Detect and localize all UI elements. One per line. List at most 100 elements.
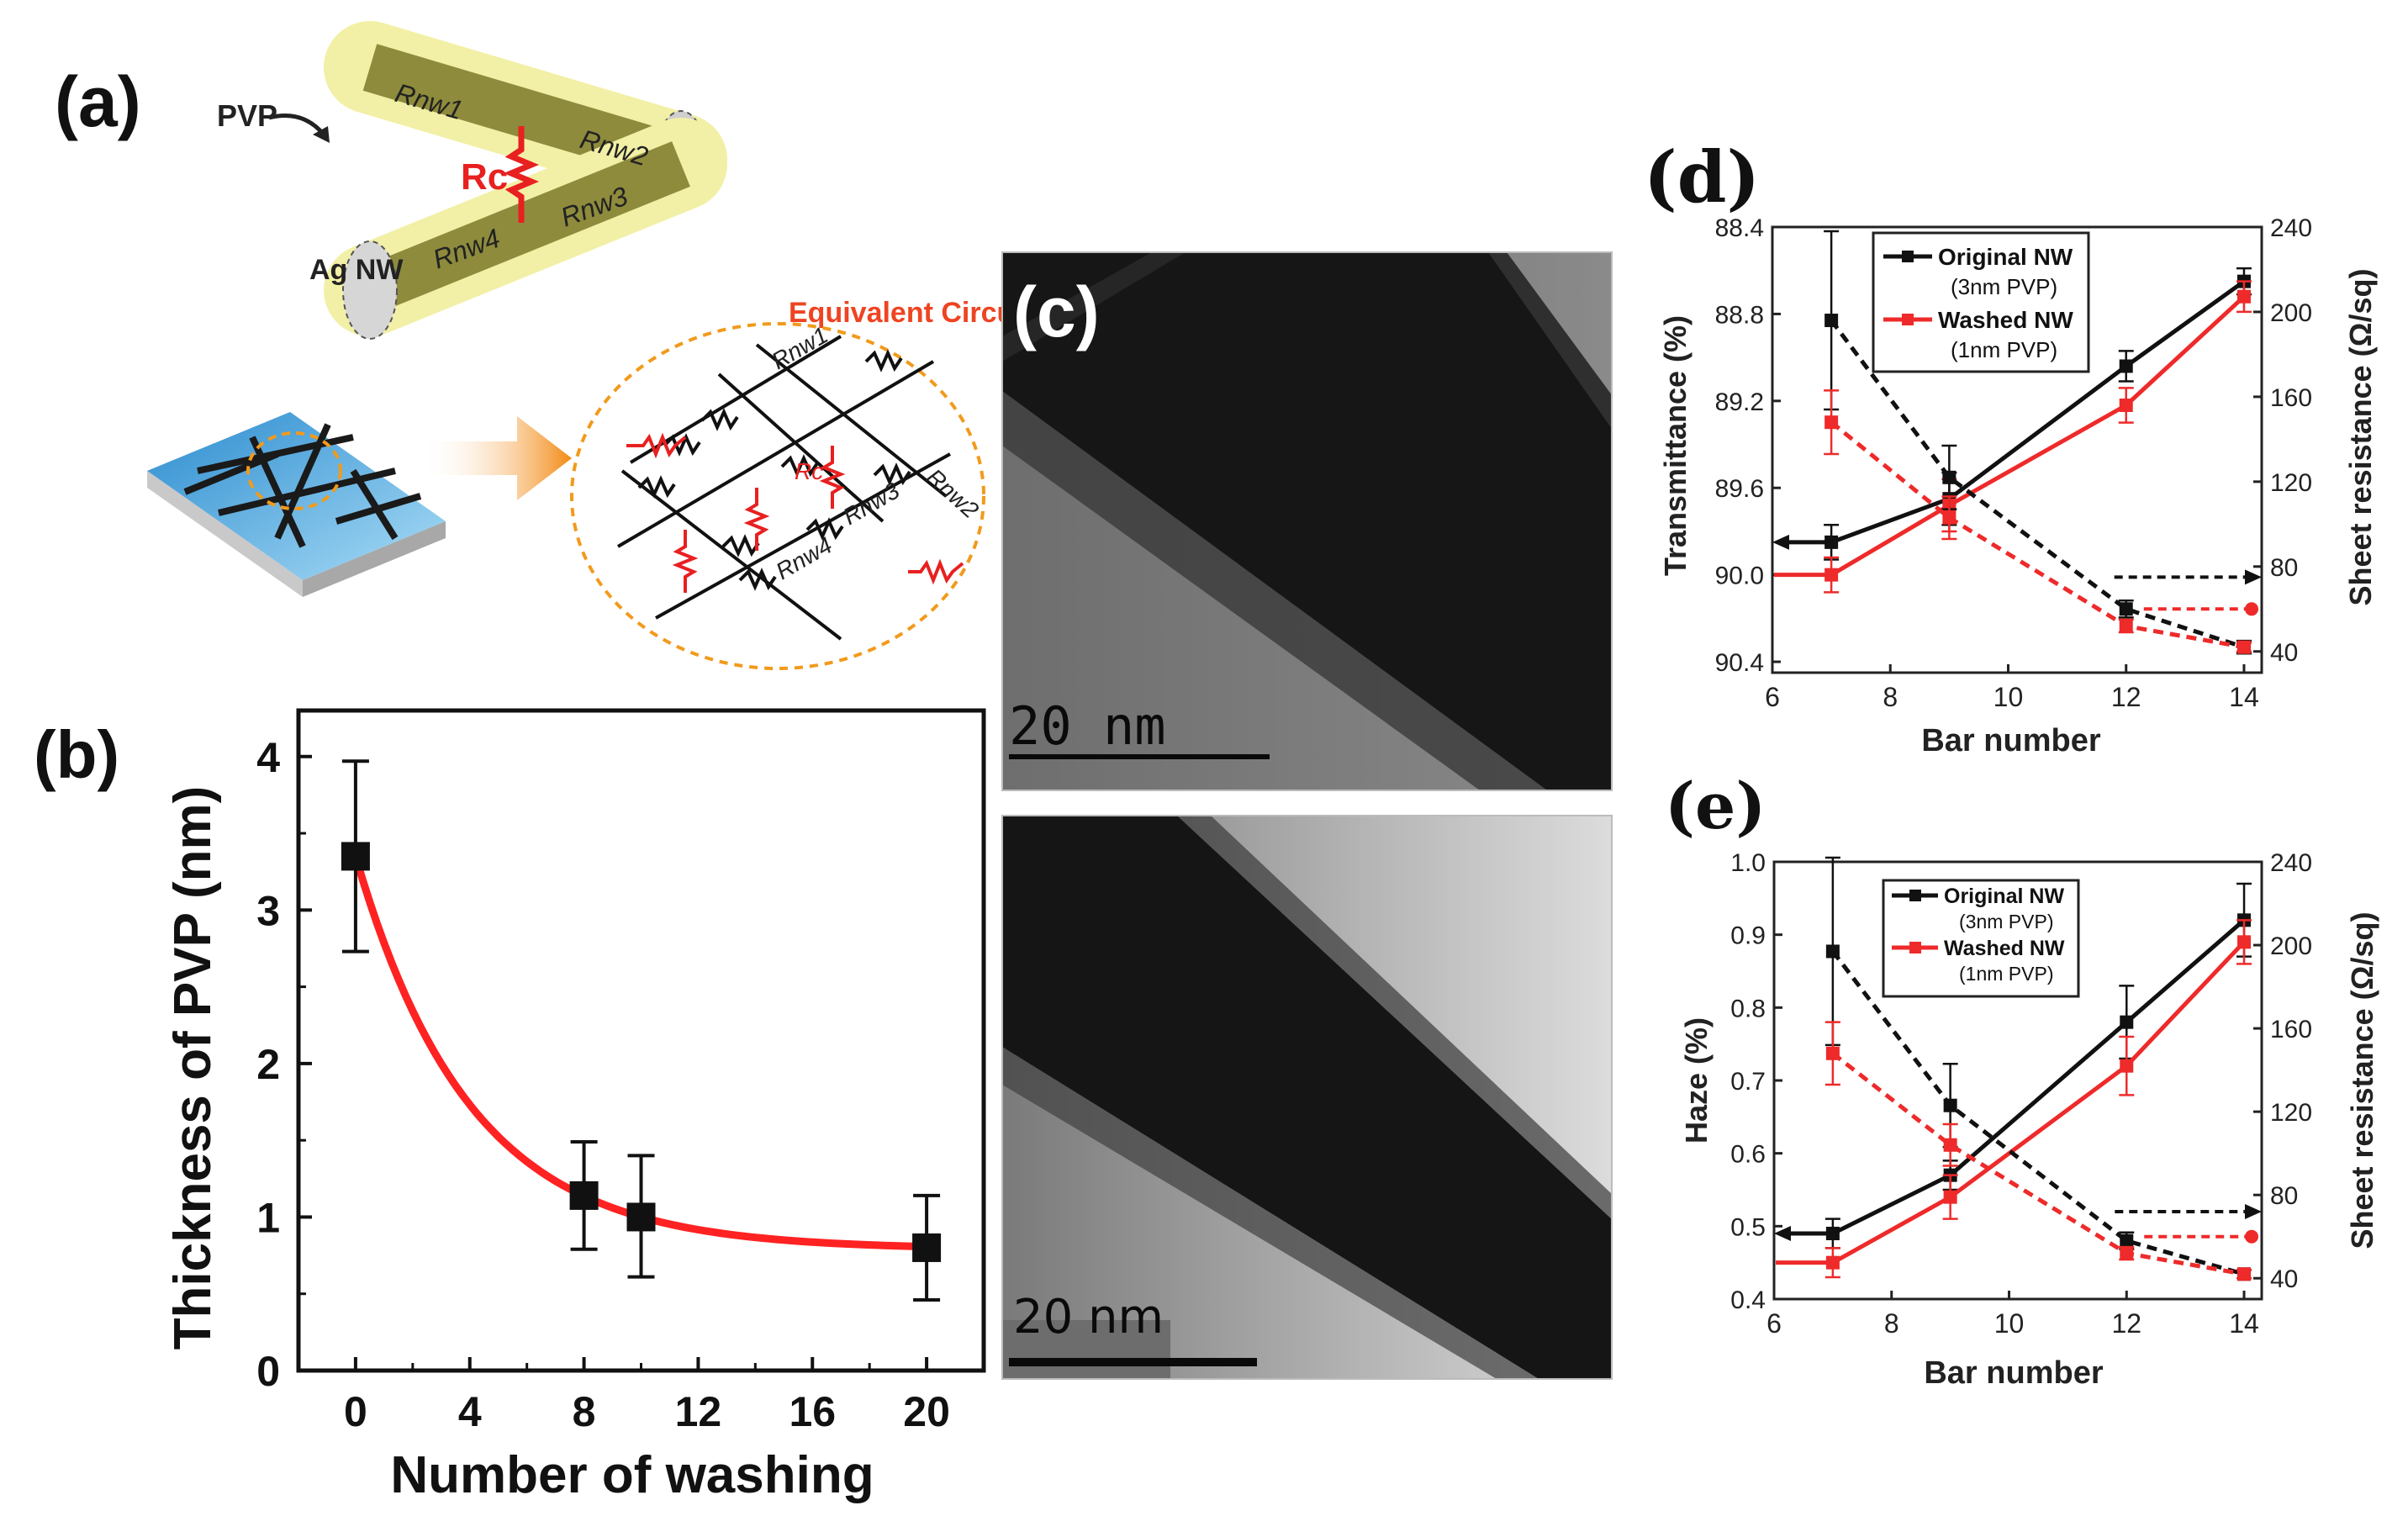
equivalent-circuit-title: Equivalent Circuit	[789, 297, 1032, 329]
tem-bottom-scale-label: 20 nm	[1013, 1290, 1164, 1344]
left-axis-arrowhead	[1772, 534, 1789, 550]
y-right-tick-label: 80	[2270, 1182, 2298, 1210]
y-right-tick-label: 240	[2270, 849, 2312, 877]
y-left-tick-label: 0.6	[1730, 1141, 1766, 1169]
tem-image-bottom	[1001, 815, 1613, 1380]
y-left-tick-label: 88.4	[1715, 214, 1764, 242]
y-right-tick-label: 40	[2270, 639, 2298, 667]
data-point	[1824, 314, 1839, 328]
y-left-tick-label: 89.2	[1715, 388, 1764, 416]
data-point	[1943, 1098, 1957, 1112]
data-point	[2237, 1267, 2252, 1281]
legend-d-washed: Washed NW	[1938, 307, 2073, 333]
y-left-tick-label: 90.0	[1715, 563, 1764, 590]
chart-d-xlabel: Bar number	[1921, 723, 2100, 758]
data-point	[1825, 944, 1840, 959]
series-line	[1830, 319, 2245, 650]
x-tick-label: 0	[344, 1388, 367, 1435]
data-point	[626, 1202, 656, 1232]
chart-e-ylabel-right: Sheet resistance (Ω/sq)	[2345, 911, 2379, 1249]
tem-image-top	[1001, 251, 1613, 791]
x-tick-label: 10	[1994, 1308, 2025, 1339]
x-tick-label: 14	[2229, 1308, 2259, 1339]
chart-e-plot: 6 8 10 12 14 0.4 0.5 0.6 0.7 0.8 0.9 1.0 40 80 120 160 2…	[1730, 849, 2312, 1339]
rc-label: Rc	[461, 156, 508, 198]
panel-d: (d) 6 8 10 12 14 88.4 88.8 89.2 89.6 90.0 90.4 40 80…	[1644, 135, 2378, 758]
data-point	[1942, 510, 1956, 525]
x-tick-label: 16	[789, 1388, 836, 1435]
y-right-tick-label: 120	[2270, 1099, 2312, 1127]
chart-b-xlabel: Number of washing	[390, 1446, 874, 1504]
pvp-arrow-icon	[268, 114, 325, 136]
chart-d-legend: Original NW (3nm PVP) Washed NW (1nm PVP…	[1872, 231, 2090, 373]
chart-d-ylabel-left: Transmittance (%)	[1658, 315, 1692, 576]
legend-e-original-sub: (3nm PVP)	[1959, 911, 2053, 932]
y-left-tick-label: 89.6	[1715, 475, 1764, 503]
right-axis-arrowhead	[2245, 1204, 2262, 1219]
data-point	[1824, 535, 1839, 549]
data-point	[569, 1181, 599, 1210]
series-line	[1831, 1051, 2245, 1276]
x-tick-label: 4	[458, 1388, 482, 1435]
pvp-label: PVP	[217, 98, 277, 133]
legend-d-washed-sub: (1nm PVP)	[1951, 337, 2057, 362]
panel-label-d: (d)	[1644, 135, 1760, 219]
chart-e-ylabel-left: Haze (%)	[1679, 1017, 1714, 1144]
series-line	[1830, 949, 2245, 1276]
data-point	[2119, 619, 2133, 633]
panel-c: (c) 20 nm 20 nm	[1001, 251, 1613, 1380]
panel-a: (a) Rc Rnw1 Rnw2 Rnw3 Rnw4 PVP Ag NW	[55, 21, 1032, 670]
chart-b-ylabel: Thickness of PVP (nm)	[164, 786, 222, 1350]
x-tick-label: 10	[1993, 682, 2024, 712]
data-point	[341, 842, 370, 871]
equivalent-circuit-outline	[570, 322, 985, 670]
y-right-tick-label: 40	[2270, 1265, 2298, 1293]
data-point	[1942, 470, 1956, 484]
x-tick-label: 12	[2111, 1308, 2141, 1339]
chart-d-frame	[1771, 225, 2263, 674]
y-right-tick-label: 160	[2270, 384, 2312, 412]
series-line	[1830, 420, 2245, 650]
x-tick-label: 8	[573, 1388, 596, 1435]
circuit-rnw4-label: Rnw4	[772, 532, 837, 585]
nw-network-substrate	[147, 412, 446, 597]
data-point	[2120, 1246, 2134, 1260]
series-line	[1831, 918, 2246, 1236]
y-left-tick-label: 0.9	[1730, 922, 1766, 950]
data-point	[1825, 1046, 1840, 1060]
panel-label-c: (c)	[1013, 272, 1100, 351]
panel-label-b: (b)	[34, 717, 119, 792]
y-right-tick-label: 200	[2270, 299, 2312, 327]
y-left-tick-label: 0.5	[1730, 1213, 1766, 1241]
equivalent-circuit-contacts	[626, 432, 964, 593]
data-point	[912, 1233, 942, 1262]
y-right-tick-label: 240	[2270, 214, 2312, 242]
x-tick-label: 6	[1766, 1308, 1782, 1339]
legend-e-washed-sub: (1nm PVP)	[1959, 963, 2053, 985]
right-axis-arrowhead	[2245, 602, 2258, 616]
x-tick-label: 8	[1884, 1308, 1899, 1339]
rc-resistor-symbol	[503, 126, 540, 223]
panel-label-e: (e)	[1665, 769, 1766, 843]
y-right-tick-label: 200	[2270, 932, 2312, 960]
series-line	[1831, 940, 2246, 1265]
x-tick-label: 12	[675, 1388, 722, 1435]
y-left-tick-label: 90.4	[1715, 649, 1764, 677]
data-point	[1824, 415, 1839, 430]
legend-e-original: Original NW	[1944, 885, 2064, 908]
y-right-tick-label: 80	[2270, 554, 2298, 582]
zoom-arrow-icon	[420, 416, 572, 500]
y-left-tick-label: 1.0	[1730, 849, 1766, 877]
y-left-tick-label: 0.7	[1730, 1068, 1766, 1096]
legend-e-washed: Washed NW	[1944, 937, 2065, 960]
y-tick-label: 2	[256, 1041, 280, 1088]
data-point	[1825, 1227, 1840, 1240]
data-point	[1943, 1190, 1957, 1204]
data-point	[2120, 1059, 2134, 1073]
y-left-tick-label: 88.8	[1715, 301, 1764, 329]
y-right-tick-label: 160	[2270, 1016, 2312, 1043]
data-point	[2236, 640, 2251, 654]
legend-d-original-sub: (3nm PVP)	[1951, 274, 2057, 299]
